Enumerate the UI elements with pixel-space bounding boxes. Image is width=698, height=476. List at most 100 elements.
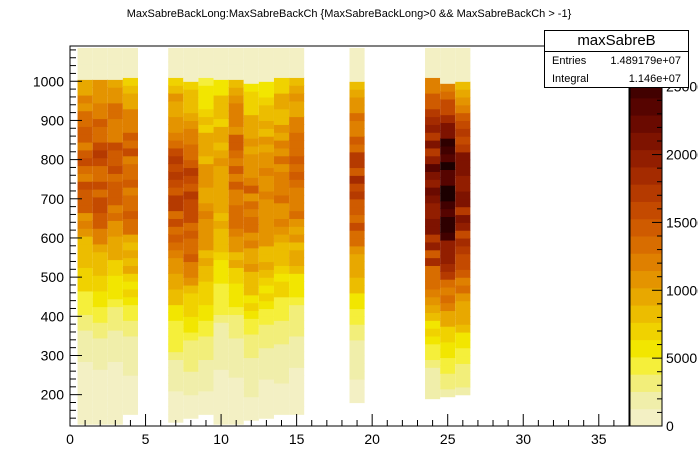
heatmap-cell xyxy=(77,314,93,323)
heatmap-cell xyxy=(228,267,244,276)
heatmap-cell xyxy=(258,331,274,341)
heatmap-cell xyxy=(228,290,244,300)
heatmap-cell xyxy=(107,141,123,151)
heatmap-cell xyxy=(455,96,471,106)
heatmap-cell xyxy=(273,241,290,251)
heatmap-cell xyxy=(213,165,229,174)
y-axis: 200 300 400 500 600 700 800 900 1000 xyxy=(33,49,82,419)
heatmap-cell xyxy=(213,118,229,127)
heatmap-cell xyxy=(168,187,184,196)
heatmap-cell xyxy=(425,69,441,78)
heatmap-cell xyxy=(198,210,214,219)
heatmap-cell xyxy=(349,308,365,317)
heatmap-cell xyxy=(258,371,274,380)
heatmap-cell xyxy=(455,277,471,286)
heatmap-cell xyxy=(243,349,259,359)
heatmap-cell xyxy=(349,339,365,349)
heatmap-cell xyxy=(213,47,229,57)
heatmap-cell xyxy=(273,406,290,415)
heatmap-cell xyxy=(168,288,184,298)
heatmap-cell xyxy=(349,261,365,270)
heatmap-cell xyxy=(122,249,138,259)
heatmap-cell xyxy=(213,330,229,339)
heatmap-cell xyxy=(183,284,199,294)
heatmap-cell xyxy=(228,369,244,378)
heatmap-cell xyxy=(122,359,138,368)
heatmap-cell xyxy=(77,204,93,214)
heatmap-cell xyxy=(183,394,199,404)
heatmap-cell xyxy=(198,343,214,353)
heatmap-cell xyxy=(107,384,123,394)
heatmap-cell xyxy=(198,147,214,157)
heatmap-cell xyxy=(440,98,456,108)
heatmap-cell xyxy=(183,57,199,67)
heatmap-cell xyxy=(92,369,108,378)
heatmap-cell xyxy=(198,187,214,196)
heatmap-cell xyxy=(425,312,441,321)
heatmap-cell xyxy=(243,169,259,178)
heatmap-cell xyxy=(273,171,290,180)
heatmap-cell xyxy=(273,140,290,149)
heatmap-cell xyxy=(213,134,229,143)
heatmap-cell xyxy=(258,190,274,200)
z-tick-label: 5000 xyxy=(666,350,697,366)
heatmap-cell xyxy=(228,243,244,253)
heatmap-cell xyxy=(77,134,93,143)
heatmap-cell xyxy=(440,333,456,343)
heatmap-cell xyxy=(289,296,305,306)
heatmap-cell xyxy=(289,53,305,63)
heatmap-cell xyxy=(168,218,184,227)
heatmap-cell xyxy=(228,204,244,214)
heatmap-cell xyxy=(455,128,471,137)
heatmap-cell xyxy=(107,94,123,104)
heatmap-cell xyxy=(258,339,274,349)
heatmap-cell xyxy=(168,124,184,133)
heatmap-cell xyxy=(77,188,93,198)
heatmap-cell xyxy=(289,124,305,133)
heatmap-cell xyxy=(425,288,441,298)
heatmap-cell xyxy=(455,245,471,255)
heatmap-cell xyxy=(168,304,184,313)
heatmap-cell xyxy=(258,316,274,325)
y-tick-label: 700 xyxy=(41,191,65,207)
heatmap-cell xyxy=(77,118,93,127)
heatmap-cell xyxy=(77,63,93,73)
heatmap-cell xyxy=(122,296,138,306)
heatmap-cell xyxy=(425,296,441,306)
heatmap-cell xyxy=(122,265,138,274)
heatmap-cell xyxy=(168,382,184,392)
heatmap-cell xyxy=(228,322,244,331)
stats-entries-label: Entries xyxy=(552,55,587,67)
x-tick-label: 35 xyxy=(591,431,607,447)
heatmap-cell xyxy=(425,367,441,376)
heatmap-cell xyxy=(440,302,456,312)
heatmap-cell xyxy=(349,143,365,153)
heatmap-cell xyxy=(273,328,290,337)
heatmap-cell xyxy=(198,93,214,102)
heatmap-cell xyxy=(440,263,456,272)
heatmap-cell xyxy=(455,237,471,247)
heatmap-cell xyxy=(92,212,108,221)
heatmap-cells xyxy=(77,47,471,425)
colorbar-swatch xyxy=(630,236,662,254)
heatmap-cell xyxy=(122,155,138,165)
heatmap-cell xyxy=(349,206,365,216)
heatmap-cell xyxy=(243,185,259,194)
heatmap-cell xyxy=(440,294,456,304)
heatmap-cell xyxy=(258,237,274,247)
heatmap-cell xyxy=(198,328,214,337)
heatmap-cell xyxy=(258,183,274,192)
heatmap-cell xyxy=(92,345,108,355)
heatmap-cell xyxy=(107,71,123,80)
heatmap-cell xyxy=(77,71,93,80)
heatmap-cell xyxy=(455,143,471,153)
heatmap-cell xyxy=(440,279,456,288)
heatmap-cell xyxy=(168,335,184,345)
heatmap-cell xyxy=(198,132,214,141)
colorbar-swatch xyxy=(630,287,662,306)
colorbar-swatch xyxy=(630,149,662,168)
colorbar-swatch xyxy=(630,305,662,323)
heatmap-cell xyxy=(228,400,244,409)
heatmap-cell xyxy=(243,138,259,147)
heatmap-cell xyxy=(122,288,138,298)
